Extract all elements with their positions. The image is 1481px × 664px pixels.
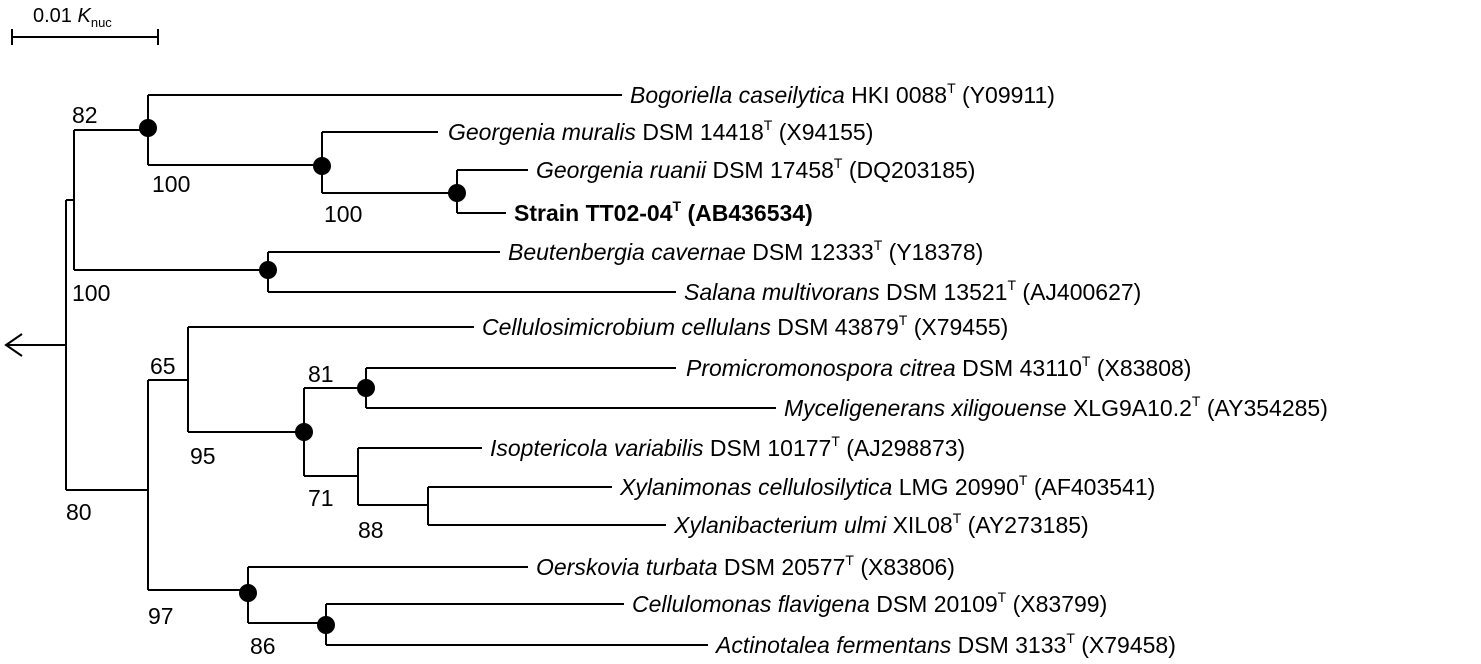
taxon-label: Cellulomonas flavigena DSM 20109T (X8379… [632,589,1107,617]
node-dot [448,184,466,202]
node-dot [313,157,331,175]
bootstrap-value: 95 [190,443,216,469]
node-dot [139,119,157,137]
bootstrap-value: 100 [324,201,362,227]
bootstrap-value: 86 [250,633,276,659]
taxon-label-highlight: Strain TT02-04T (AB436534) [514,198,813,226]
bootstrap-value: 88 [358,517,384,543]
node-dot [295,423,313,441]
root-arrow [4,333,66,357]
taxon-label: Salana multivorans DSM 13521T (AJ400627) [684,277,1141,305]
node-dot [317,616,335,634]
taxon-label: Beutenbergia cavernae DSM 12333T (Y18378… [508,237,983,265]
taxon-label: Georgenia muralis DSM 14418T (X94155) [448,117,873,145]
taxon-label: Oerskovia turbata DSM 20577T (X83806) [536,552,955,580]
scale-bar-label: 0.01 Knuc [33,5,112,30]
bootstrap-value: 97 [148,603,174,629]
bootstrap-value: 71 [308,485,334,511]
node-dots [139,119,466,634]
taxon-label: Xylanimonas cellulosilytica LMG 20990T (… [619,472,1155,500]
node-dot [357,379,375,397]
bootstrap-value: 81 [308,361,334,387]
scale-bar: 0.01 Knuc [11,5,159,45]
taxon-label: Georgenia ruanii DSM 17458T (DQ203185) [536,155,975,183]
bootstrap-value: 82 [72,102,98,128]
node-dot [239,584,257,602]
taxon-label: Isoptericola variabilis DSM 10177T (AJ29… [490,433,965,461]
taxon-label: Myceligenerans xiligouense XLG9A10.2T (A… [784,393,1328,421]
taxon-label: Xylanibacterium ulmi XIL08T (AY273185) [673,510,1089,538]
taxon-label: Promicromonospora citrea DSM 43110T (X83… [686,353,1191,381]
taxon-label: Actinotalea fermentans DSM 3133T (X79458… [714,630,1176,658]
bootstrap-value: 100 [152,171,190,197]
bootstrap-value: 80 [66,499,92,525]
bootstrap-value: 100 [72,280,110,306]
bootstrap-values: 82 100 100 100 65 81 95 71 88 80 97 86 [66,102,384,659]
taxon-labels: Bogoriella caseilytica HKI 0088T (Y09911… [448,80,1328,658]
taxon-label: Bogoriella caseilytica HKI 0088T (Y09911… [630,80,1055,108]
node-dot [259,261,277,279]
bootstrap-value: 65 [150,353,176,379]
taxon-label: Cellulosimicrobium cellulans DSM 43879T … [482,312,1008,340]
